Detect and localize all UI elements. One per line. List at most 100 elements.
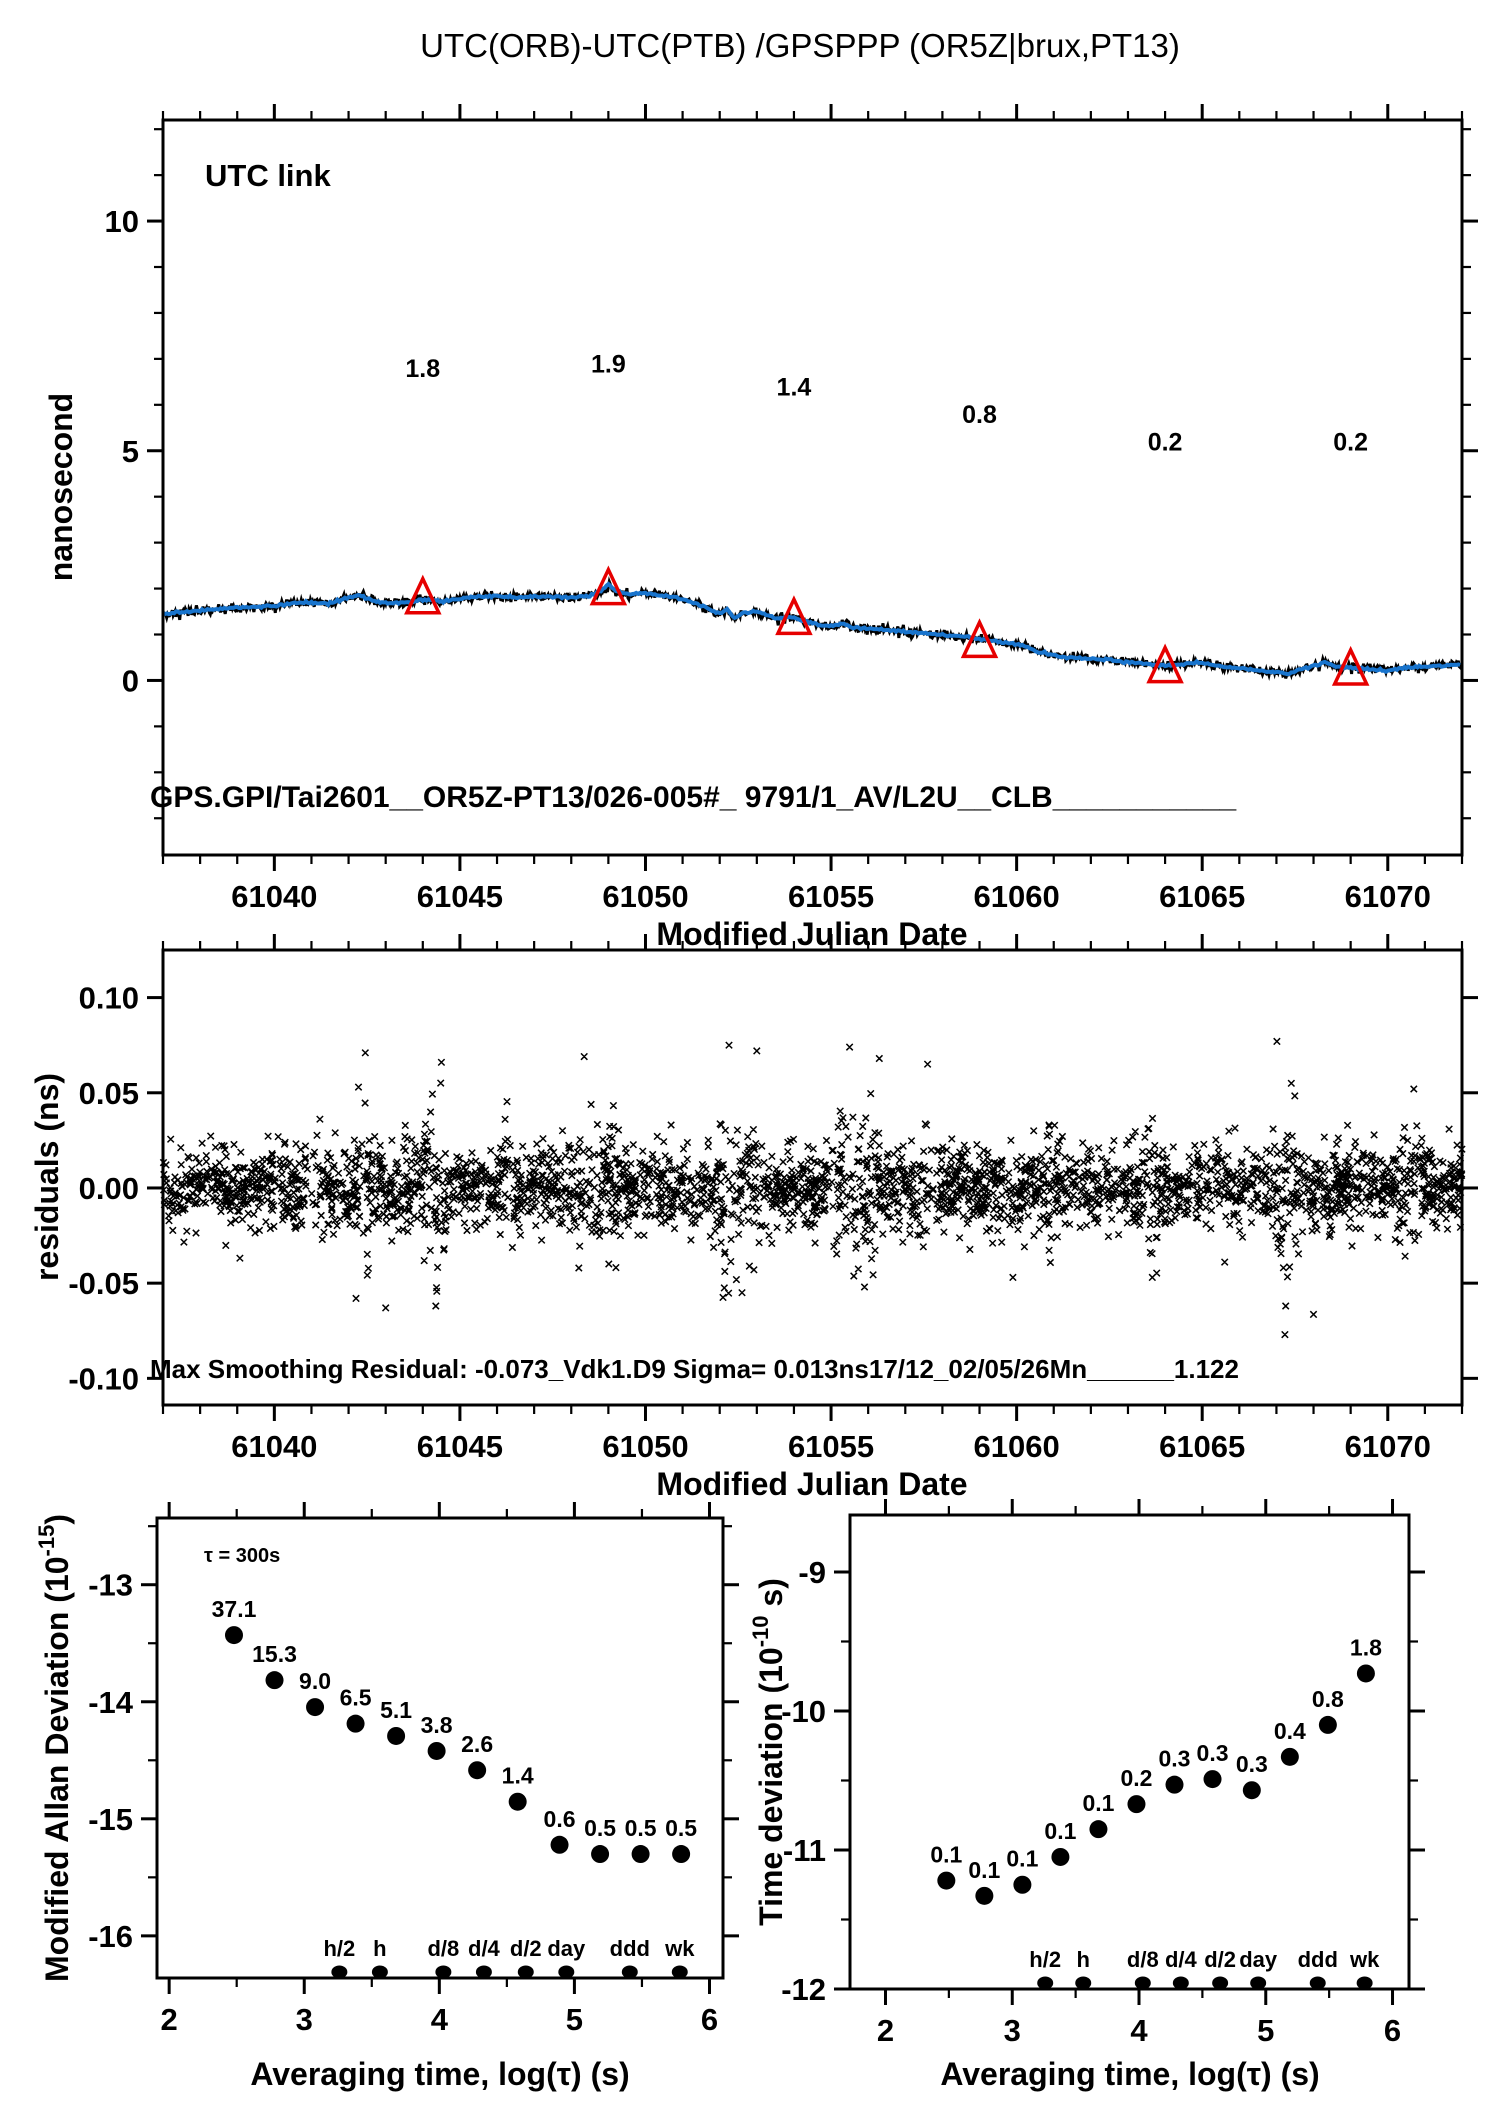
ref-marker-dot bbox=[1250, 1976, 1267, 1990]
tdev-value-label: 0.1 bbox=[930, 1842, 962, 1868]
y-tick-label: 0 bbox=[122, 663, 139, 698]
tdev-point bbox=[1127, 1795, 1146, 1814]
x-tick-label: 61060 bbox=[974, 879, 1060, 914]
ref-marker-label: day bbox=[1239, 1947, 1278, 1972]
ref-marker-label: d/2 bbox=[1204, 1947, 1236, 1972]
x-tick-label: 61070 bbox=[1345, 1429, 1431, 1464]
x-tick-label: 4 bbox=[1130, 2013, 1148, 2048]
x-tick-label: 2 bbox=[877, 2013, 894, 2048]
calibration-triangle-marker bbox=[960, 618, 999, 659]
ref-marker-label: day bbox=[547, 1936, 586, 1961]
utc-link-label: UTC link bbox=[205, 158, 331, 193]
tdev-point bbox=[937, 1871, 956, 1890]
mdev-point bbox=[265, 1671, 284, 1690]
ref-marker-dot bbox=[1075, 1976, 1092, 1990]
y-tick-label: -0.05 bbox=[68, 1266, 139, 1301]
mdev-value-label: 6.5 bbox=[340, 1685, 372, 1711]
tdev-value-label: 0.3 bbox=[1236, 1751, 1268, 1777]
ref-marker-dot bbox=[517, 1965, 534, 1979]
x-tick-label: 61040 bbox=[231, 879, 317, 914]
mdev-value-label: 0.5 bbox=[665, 1815, 697, 1841]
y-tick-label: -9 bbox=[798, 1555, 826, 1590]
y-tick-label: -10 bbox=[781, 1694, 826, 1729]
ref-marker-dot bbox=[1212, 1976, 1229, 1990]
y-tick-label: -11 bbox=[783, 1833, 826, 1868]
ref-marker-dot bbox=[1309, 1976, 1326, 1990]
ref-marker-label: d/8 bbox=[427, 1936, 459, 1961]
mdev-value-label: 5.1 bbox=[380, 1697, 412, 1723]
mdev-value-label: 2.6 bbox=[461, 1731, 493, 1757]
calibration-triangle-marker bbox=[404, 574, 442, 615]
x-tick-label: 3 bbox=[296, 2002, 313, 2037]
tdev-value-label: 0.1 bbox=[1006, 1846, 1038, 1872]
residuals-xlabel: Modified Julian Date bbox=[656, 1466, 967, 1502]
x-tick-label: 61070 bbox=[1345, 879, 1431, 914]
triangle-value-label: 0.8 bbox=[962, 401, 997, 429]
x-tick-label: 3 bbox=[1004, 2013, 1021, 2048]
triangle-value-label: 1.4 bbox=[777, 373, 812, 401]
mdev-point bbox=[631, 1845, 650, 1864]
mdev-value-label: 15.3 bbox=[252, 1641, 297, 1667]
residuals-panel: 61040 61045 61050 61055 61060 61065 61070 0.10 0… bbox=[68, 934, 1478, 1464]
mdev-value-label: 37.1 bbox=[212, 1596, 257, 1622]
x-tick-label: 61065 bbox=[1159, 879, 1245, 914]
top-ylabel: nanosecond bbox=[43, 393, 79, 581]
y-tick-label: -0.10 bbox=[68, 1361, 139, 1396]
x-tick-label: 61045 bbox=[417, 879, 503, 914]
mdev-point bbox=[346, 1714, 365, 1733]
tdev-value-label: 0.8 bbox=[1312, 1686, 1344, 1712]
tdev-point bbox=[1242, 1781, 1261, 1800]
tdev-point bbox=[1089, 1820, 1108, 1839]
y-tick-label: 0.00 bbox=[79, 1171, 139, 1206]
tdev-value-label: 0.2 bbox=[1120, 1765, 1152, 1791]
mdev-point bbox=[550, 1835, 569, 1854]
ref-marker-dot bbox=[435, 1965, 452, 1979]
y-tick-label: -16 bbox=[88, 1919, 133, 1954]
y-tick-label: 0.10 bbox=[79, 981, 139, 1016]
x-tick-label: 61050 bbox=[602, 1429, 688, 1464]
mdev-point bbox=[508, 1792, 527, 1811]
trace-smoothed bbox=[162, 581, 1461, 677]
ref-marker-dot bbox=[331, 1965, 348, 1979]
mdev-value-label: 9.0 bbox=[299, 1668, 331, 1694]
tdev-point bbox=[1203, 1770, 1222, 1789]
mdev-ylabel: Modified Allan Deviation (10-15) bbox=[34, 1514, 75, 1982]
tdev-point bbox=[1165, 1775, 1184, 1794]
ref-marker-label: h/2 bbox=[323, 1936, 355, 1961]
panel-frame bbox=[848, 1513, 1411, 1991]
tdev-point bbox=[1318, 1715, 1337, 1734]
tdev-value-label: 0.1 bbox=[968, 1857, 1000, 1883]
panel-frame bbox=[155, 1516, 725, 1980]
ref-marker-dot bbox=[558, 1965, 575, 1979]
mdev-point bbox=[306, 1698, 325, 1717]
x-tick-label: 61040 bbox=[231, 1429, 317, 1464]
calibration-triangle-marker bbox=[775, 595, 813, 636]
tdev-xlabel: Averaging time, log(τ) (s) bbox=[940, 2056, 1319, 2092]
ref-marker-dot bbox=[1134, 1976, 1151, 1990]
tdev-value-label: 0.1 bbox=[1044, 1818, 1076, 1844]
x-tick-label: 4 bbox=[431, 2002, 449, 2037]
x-tick-label: 5 bbox=[1257, 2013, 1274, 2048]
calibration-triangle-marker bbox=[1331, 645, 1370, 686]
mdev-value-label: 3.8 bbox=[421, 1712, 453, 1738]
calibration-triangle-marker bbox=[1146, 643, 1184, 684]
tdev-value-label: 0.3 bbox=[1159, 1746, 1191, 1772]
ref-marker-dot bbox=[1356, 1976, 1373, 1990]
mdev-value-label: 0.5 bbox=[625, 1815, 657, 1841]
y-tick-label: 5 bbox=[122, 434, 139, 469]
ref-marker-label: d/2 bbox=[510, 1936, 542, 1961]
mdev-value-label: 1.4 bbox=[502, 1763, 534, 1789]
tdev-point bbox=[975, 1886, 994, 1905]
ref-marker-label: h bbox=[373, 1936, 386, 1961]
tdev-value-label: 0.3 bbox=[1197, 1740, 1229, 1766]
ref-marker-dot bbox=[621, 1965, 638, 1979]
mdev-point bbox=[387, 1726, 406, 1745]
top-panel: 1.8 1.9 1.4 0.8 0.2 0.2 61040 61045 61050 61055 61… bbox=[105, 104, 1478, 914]
ref-marker-dot bbox=[671, 1965, 688, 1979]
tdev-value-label: 0.4 bbox=[1274, 1718, 1306, 1744]
x-tick-label: 6 bbox=[701, 2002, 718, 2037]
x-tick-label: 61055 bbox=[788, 879, 874, 914]
tdev-point bbox=[1013, 1875, 1032, 1894]
tdev-value-label: 0.1 bbox=[1082, 1790, 1114, 1816]
